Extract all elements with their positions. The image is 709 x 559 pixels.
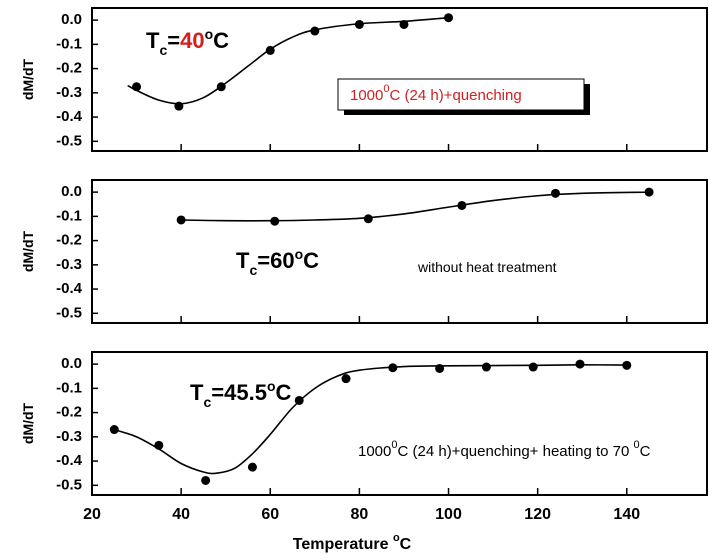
data-point (457, 200, 467, 210)
x-label-part: Temperature (293, 536, 393, 553)
y-tick-label: -0.4 (56, 108, 83, 125)
tc-label-part: c (249, 262, 257, 278)
data-point (399, 19, 409, 29)
data-point (388, 363, 398, 373)
tc-label-part: 40 (180, 28, 204, 53)
data-point (132, 82, 142, 92)
plot-frame (91, 7, 708, 152)
data-point (550, 188, 560, 198)
y-tick-label: -0.3 (56, 84, 82, 101)
y-tick-label: -0.2 (56, 404, 82, 421)
x-tick-label: 40 (172, 506, 190, 523)
y-tick-label: 0.0 (61, 11, 82, 28)
note-part: 1000 (350, 87, 383, 104)
y-tick-label: -0.3 (56, 428, 82, 445)
data-point (363, 214, 373, 224)
note-box (337, 78, 585, 111)
y-tick-label: -0.4 (56, 280, 83, 297)
data-point (294, 395, 304, 405)
x-label-part: o (393, 532, 400, 544)
x-tick-label: 60 (261, 506, 279, 523)
note-part: C (24 h)+quenching+ heating to 70 (398, 443, 634, 460)
y-axis-label: dM/dT (20, 230, 36, 272)
fit-curve (114, 364, 627, 475)
y-tick-label: -0.3 (56, 256, 82, 273)
note-part: 0 (383, 83, 389, 95)
data-point (575, 359, 585, 369)
tc-label-part: C (303, 248, 319, 273)
data-point (354, 19, 364, 29)
x-tick-label: 20 (83, 506, 101, 523)
y-tick-label: -0.1 (56, 379, 82, 396)
note: without heat treatment (417, 259, 557, 275)
x-tick-label: 120 (524, 506, 551, 523)
tc-label: Tc=40oC (146, 26, 229, 58)
y-tick-label: -0.1 (56, 207, 82, 224)
tc-label-part: c (159, 42, 167, 58)
tc-label-part: o (205, 26, 214, 42)
data-point (174, 101, 184, 111)
note-part: without heat treatment (417, 259, 557, 275)
x-tick-label: 100 (435, 506, 462, 523)
tc-label-part: = (167, 28, 180, 53)
y-tick-label: -0.2 (56, 232, 82, 249)
x-tick-label: 140 (613, 506, 640, 523)
y-tick-label: -0.2 (56, 60, 82, 77)
tc-label-part: T (190, 380, 204, 405)
tc-label-part: = (211, 380, 224, 405)
data-point (435, 363, 445, 373)
y-tick-label: -0.5 (56, 476, 82, 493)
tc-label-part: o (295, 246, 304, 262)
note: 10000C (24 h)+quenching (350, 83, 522, 104)
data-point (109, 425, 119, 435)
tc-label-part: o (267, 378, 276, 394)
data-point (528, 362, 538, 372)
data-point (341, 374, 351, 384)
x-label-part: C (400, 536, 412, 553)
data-point (216, 82, 226, 92)
tc-label-part: 60 (270, 248, 294, 273)
data-point (201, 475, 211, 485)
data-point (622, 360, 632, 370)
data-point (247, 462, 257, 472)
data-point (644, 187, 654, 197)
data-point (265, 45, 275, 55)
y-axis-label: dM/dT (20, 58, 36, 100)
fit-curve (181, 191, 650, 222)
data-point (481, 362, 491, 372)
tc-label-part: C (213, 28, 229, 53)
note-part: C (24 h)+quenching (390, 87, 522, 104)
note: 10000C (24 h)+quenching+ heating to 70 0… (358, 439, 651, 460)
data-point (176, 215, 186, 225)
tc-label: Tc=45.5oC (190, 378, 292, 410)
y-tick-label: -0.1 (56, 35, 82, 52)
plot-frame (91, 179, 708, 324)
tc-label-part: T (146, 28, 160, 53)
y-tick-label: -0.4 (56, 452, 83, 469)
tc-label-part: C (276, 380, 292, 405)
y-tick-label: 0.0 (61, 355, 82, 372)
tc-label-part: = (257, 248, 270, 273)
data-point (270, 216, 280, 226)
data-point (444, 13, 454, 23)
note-part: C (640, 443, 651, 460)
note-part: 1000 (358, 443, 391, 460)
x-tick-label: 80 (350, 506, 368, 523)
y-tick-label: -0.5 (56, 132, 82, 149)
tc-label: Tc=60oC (236, 246, 319, 278)
tc-label-part: T (236, 248, 250, 273)
plot-frame (91, 351, 708, 496)
y-tick-label: -0.5 (56, 304, 82, 321)
x-axis-label: Temperature oC (293, 532, 412, 553)
note-part: 0 (391, 439, 397, 451)
y-tick-label: 0.0 (61, 183, 82, 200)
tc-label-part: 45.5 (224, 380, 267, 405)
note-part: 0 (634, 439, 640, 451)
y-axis-label: dM/dT (20, 402, 36, 444)
data-point (310, 26, 320, 36)
data-point (154, 440, 164, 450)
tc-label-part: c (203, 394, 211, 410)
